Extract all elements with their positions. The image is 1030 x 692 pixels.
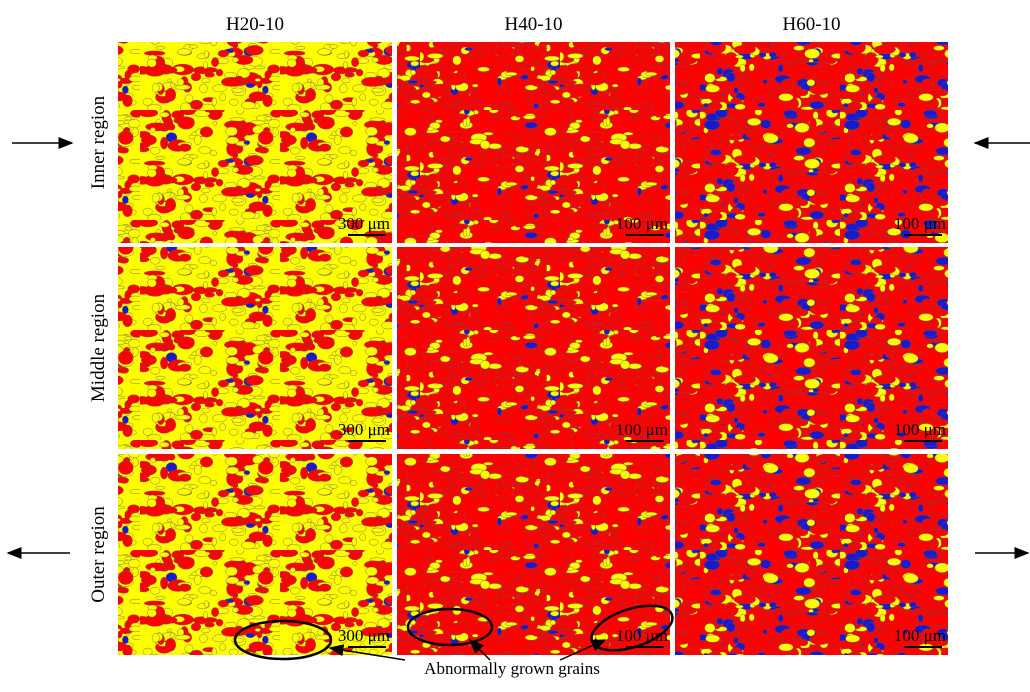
micrograph [397, 247, 670, 449]
micrograph [675, 247, 948, 449]
annotation: Abnormally grown grains [424, 659, 600, 678]
panel-grid: H20-10 H40-10 H60-10 Inner region 300 μm 100 … [88, 14, 948, 655]
pointer-arrow [328, 644, 406, 661]
scale-bar-label: 100 μm [616, 626, 668, 645]
scale-bar-label: 100 μm [894, 214, 946, 233]
scale-bar-label: 100 μm [616, 420, 668, 439]
scale-bar-label: 300 μm [338, 626, 390, 645]
micrograph [397, 42, 670, 243]
micrograph [118, 454, 392, 655]
micrograph [675, 42, 948, 243]
row-label: Outer region [88, 506, 109, 603]
scale-bar-label: 100 μm [894, 420, 946, 439]
scale-bar-label: 100 μm [894, 626, 946, 645]
row-label: Inner region [88, 95, 109, 189]
scale-bar-label: 100 μm [616, 214, 668, 233]
micrograph [118, 42, 392, 243]
column-title: H60-10 [782, 14, 840, 35]
column-title: H40-10 [504, 14, 562, 35]
overlay: Abnormally grown grains [233, 604, 674, 678]
scale-bar-label: 300 μm [338, 420, 390, 439]
scale-bar-label: 300 μm [338, 214, 390, 233]
column-title: H20-10 [226, 14, 284, 35]
pointer-arrow [468, 638, 491, 661]
highlight-ellipse [233, 619, 333, 661]
micrograph [675, 454, 948, 655]
row-label: Middle region [88, 293, 109, 402]
micrograph [397, 454, 670, 655]
highlight-ellipse [406, 607, 494, 647]
pointer-arrow [559, 639, 607, 661]
micrograph [118, 247, 392, 449]
